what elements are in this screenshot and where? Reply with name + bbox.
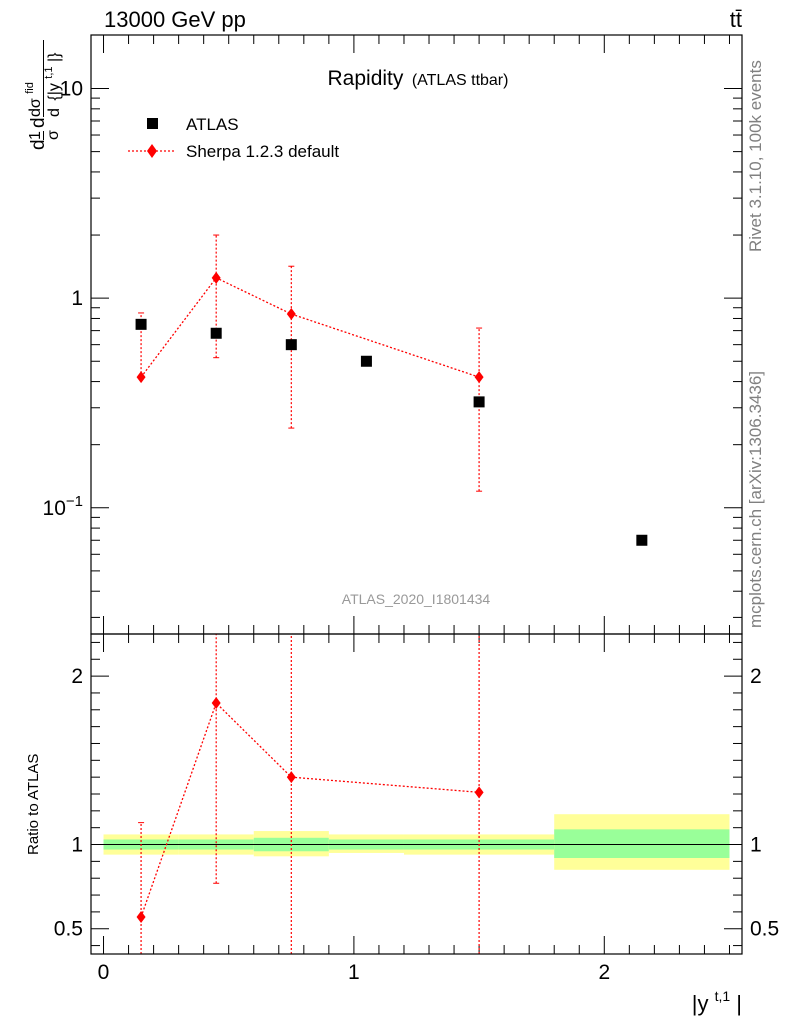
ylabel-d: d xyxy=(28,139,49,150)
svg-text:d: d xyxy=(28,139,49,150)
chart-title: Rapidity (ATLAS ttbar) xyxy=(328,67,509,90)
ylabel-d3: d xyxy=(46,108,63,117)
main-axis-ticks xyxy=(91,35,742,634)
svg-text:d {|y t,1: d {|y t,1 |} xyxy=(39,52,63,117)
ratio-y-tick-label-left: 2 xyxy=(71,665,83,688)
ratio-frame xyxy=(90,633,743,955)
svg-text:d: d xyxy=(28,117,49,128)
xlabel-sup: t,1 xyxy=(715,988,731,1004)
ylabel-one: 1 xyxy=(27,131,44,140)
band-inner xyxy=(554,829,730,858)
legend: ATLAS Sherpa 1.2.3 default xyxy=(128,115,339,161)
side-label-rivet: Rivet 3.1.10, 100k events xyxy=(746,60,765,252)
chart-title-main: Rapidity xyxy=(328,67,404,90)
ratio-sherpa-line xyxy=(140,701,480,918)
legend-label-sherpa: Sherpa 1.2.3 default xyxy=(186,142,339,161)
sherpa-point xyxy=(136,371,146,384)
ylabel-sup: t,1 xyxy=(43,66,55,78)
main-y-tick-label: 1 xyxy=(71,287,83,310)
ratio-x-tick-label: 1 xyxy=(348,961,360,984)
xlabel-main: |y xyxy=(692,991,709,1016)
header-right: tt̄ xyxy=(730,7,742,32)
ratio-x-axis-label: |y t,1 | xyxy=(692,981,742,1016)
atlas-point xyxy=(360,355,372,367)
svg-text:dσ fid: dσ fid xyxy=(24,82,44,117)
chart-subtitle: (ATLAS ttbar) xyxy=(412,72,509,89)
ratio-y-tick-label-right: 2 xyxy=(750,665,762,688)
sherpa-point xyxy=(211,271,221,284)
ratio-sherpa-point xyxy=(286,771,296,784)
svg-text:σ: σ xyxy=(45,130,62,140)
xlabel-close: | xyxy=(736,991,742,1016)
header-left: 13000 GeV pp xyxy=(104,7,246,32)
sherpa-line xyxy=(140,277,480,378)
main-panel: 10−1 1 10 Rapidity (ATLAS ttbar) ATLAS She… xyxy=(24,34,743,635)
atlas-point xyxy=(285,339,297,351)
atlas-point xyxy=(473,396,485,408)
main-y-tick-label: 10 xyxy=(60,78,83,101)
ylabel-paren: {|y xyxy=(46,83,63,101)
ratio-y-tick-label-left: 0.5 xyxy=(54,918,83,941)
legend-label-atlas: ATLAS xyxy=(186,115,239,134)
ratio-y-tick-label-left: 1 xyxy=(71,834,83,857)
svg-text:1: 1 xyxy=(27,131,44,140)
ratio-sherpa-point xyxy=(474,786,484,799)
ratio-tick-labels: 0.5 0.5 1 1 2 2 0 1 2 xyxy=(54,665,779,984)
main-y-tick-label: 10−1 xyxy=(43,493,83,520)
main-series-layer xyxy=(135,234,648,546)
ylabel-close: |} xyxy=(46,52,63,62)
ratio-x-tick-label: 2 xyxy=(598,961,610,984)
ylabel-dsigma: dσ xyxy=(27,98,44,117)
side-label-mcplots: mcplots.cern.ch [arXiv:1306.3436] xyxy=(746,371,765,628)
main-y-tick-labels: 10−1 1 10 xyxy=(43,78,83,520)
watermark: ATLAS_2020_I1801434 xyxy=(342,591,491,607)
sherpa-point xyxy=(474,371,484,384)
main-y-axis-label: d 1 σ d dσ fid d {|y t,1 |} xyxy=(24,40,63,150)
ratio-sherpa-point xyxy=(211,697,221,710)
sherpa-point xyxy=(286,308,296,321)
ratio-x-tick-label: 0 xyxy=(98,961,110,984)
ratio-y-tick-label-right: 0.5 xyxy=(750,918,779,941)
ylabel-d2: d xyxy=(28,117,49,128)
legend-marker-atlas xyxy=(147,118,158,129)
ratio-series-layer xyxy=(136,634,484,954)
legend-marker-sherpa xyxy=(147,144,157,158)
ratio-axis-ticks xyxy=(91,634,742,954)
ratio-uncertainty-bands xyxy=(103,814,730,870)
ratio-panel: 0.5 0.5 1 1 2 2 0 1 2 Ratio to ATLAS |y t,1 | xyxy=(25,633,779,1016)
atlas-point xyxy=(636,534,648,546)
atlas-point xyxy=(210,327,222,339)
ratio-y-axis-label: Ratio to ATLAS xyxy=(25,754,42,855)
atlas-point xyxy=(135,318,147,330)
ylabel-fid: fid xyxy=(24,82,36,94)
ratio-sherpa-point xyxy=(136,910,146,923)
ratio-y-tick-label-right: 1 xyxy=(750,834,762,857)
ylabel-sigma: σ xyxy=(45,130,62,140)
